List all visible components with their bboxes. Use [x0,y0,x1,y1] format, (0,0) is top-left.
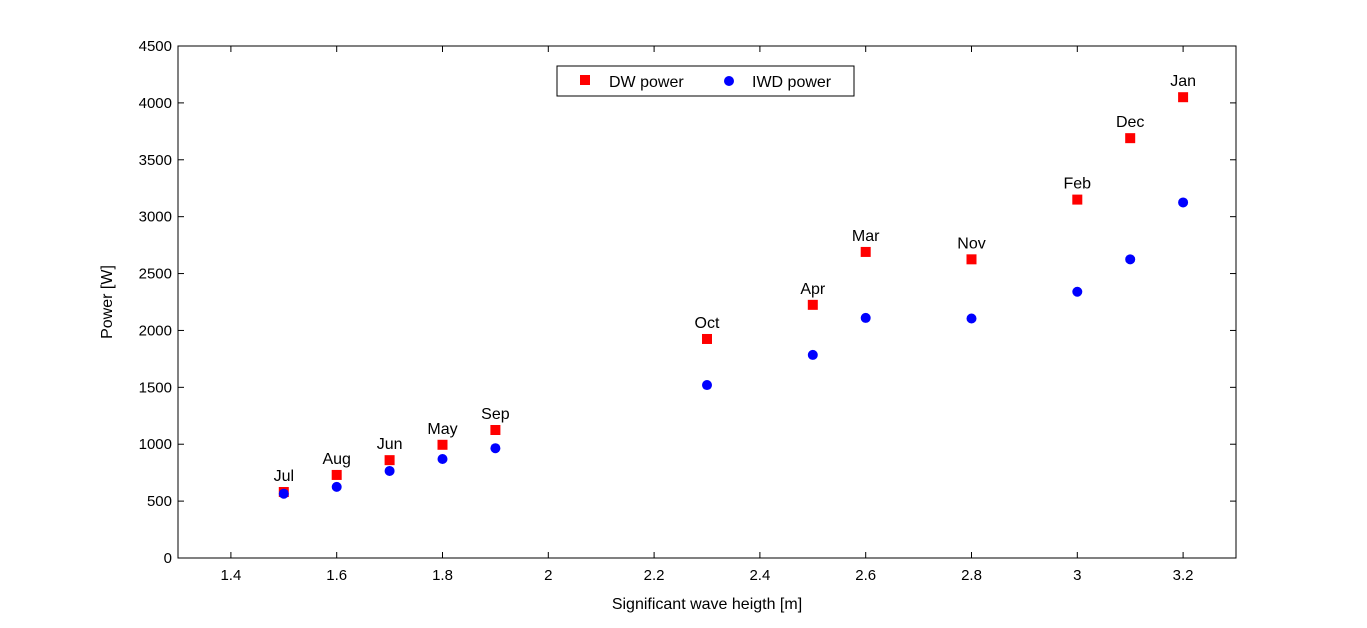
dw-power-point [1178,92,1189,103]
iwd-power-point [966,313,977,324]
iwd-power-point [331,481,342,492]
legend: DW power IWD power [556,65,855,97]
data-marks [278,92,1189,499]
iwd-power-point [807,349,818,360]
legend-label-dw: DW power [609,74,684,91]
y-tick-label: 1500 [139,379,172,396]
y-tick-label: 2500 [139,266,172,283]
x-tick-label: 2 [544,567,552,584]
y-tick-label: 3000 [139,209,172,226]
x-tick-label: 2.6 [855,567,876,584]
month-label: Aug [322,451,350,468]
month-label: Nov [957,235,985,252]
x-tick-label: 3 [1073,567,1081,584]
month-label: Dec [1116,114,1144,131]
month-label: Apr [800,281,826,298]
dw-power-point [384,455,395,466]
legend-marker-iwd [724,76,734,86]
month-label: Jan [1170,73,1196,90]
dw-power-point [807,299,818,310]
iwd-power-point [1125,254,1136,265]
iwd-power-point [437,454,448,465]
x-tick-label: 1.4 [220,567,241,584]
dw-power-point [437,439,448,450]
plot-area [177,45,1237,559]
month-label: Jun [377,436,403,453]
legend-box [556,65,855,97]
y-axis-title: Power [W] [99,265,116,339]
y-tick-label: 3500 [139,152,172,169]
iwd-power-point [1072,286,1083,297]
x-tick-label: 1.8 [432,567,453,584]
iwd-power-point [860,312,871,323]
month-label: Mar [852,228,880,245]
x-tick-label: 1.6 [326,567,347,584]
iwd-power-point [384,465,395,476]
dw-power-point [1072,194,1083,205]
iwd-power-point [702,380,712,391]
dw-power-point [966,254,977,265]
dw-power-point [702,333,712,344]
y-tick-label: 0 [164,550,172,567]
y-tick-label: 4500 [139,38,172,55]
y-tick-label: 1000 [139,436,172,453]
x-tick-label: 3.2 [1173,567,1194,584]
x-axis-title: Significant wave heigth [m] [612,596,802,613]
iwd-power-point [490,443,501,454]
iwd-power-point [278,488,289,499]
month-label: Oct [695,315,720,332]
axis-ticks: 1.4 1.6 1.8 2 2.2 2.4 2.6 2.8 3 3.2 0 500 1000 1500 20… [139,38,1236,584]
legend-marker-dw [580,75,590,85]
month-label: Sep [481,406,510,423]
month-label: Jul [274,468,294,485]
y-tick-label: 2000 [139,322,172,339]
dw-power-point [860,246,871,257]
legend-label-iwd: IWD power [752,74,832,91]
month-label: May [427,421,457,438]
dw-power-point [490,425,501,435]
month-label: Feb [1064,176,1092,193]
y-tick-label: 4000 [139,95,172,112]
dw-power-point [1125,133,1136,144]
x-tick-label: 2.2 [644,567,665,584]
x-tick-label: 2.4 [749,567,770,584]
month-labels: Jul Aug Jun May Sep Oct Apr Mar Nov Feb Dec Jan [274,73,1196,485]
iwd-power-point [1178,197,1189,208]
dw-power-point [331,469,342,480]
y-tick-label: 500 [147,493,172,510]
x-tick-label: 2.8 [961,567,982,584]
